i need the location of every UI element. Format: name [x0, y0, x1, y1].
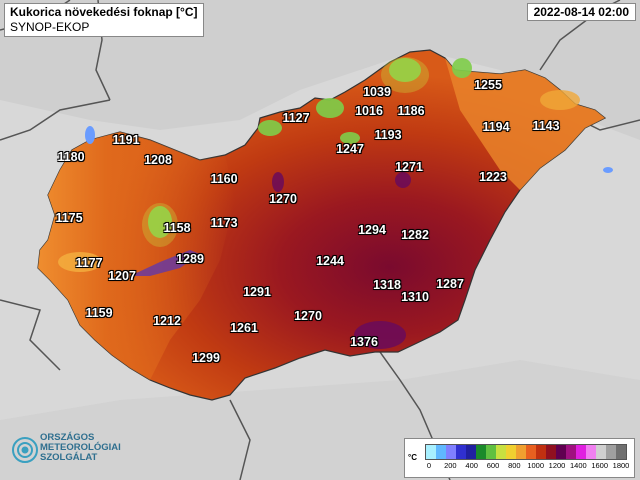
legend-swatch	[516, 445, 526, 459]
legend-tick: 600	[486, 461, 500, 470]
omsz-logo-icon	[12, 437, 38, 463]
legend-swatch	[546, 445, 556, 459]
legend-swatch	[556, 445, 566, 459]
station-value: 1143	[532, 119, 560, 133]
station-value: 1261	[230, 321, 258, 335]
legend-tick: 1800	[612, 461, 630, 470]
color-legend: °C 0 200 400 600 800 1000 1200 1400 1600 1800	[404, 438, 635, 478]
legend-swatch	[596, 445, 606, 459]
station-value: 1186	[397, 104, 425, 118]
station-value: 1207	[108, 269, 136, 283]
legend-swatch	[616, 445, 626, 459]
station-value: 1282	[401, 228, 429, 242]
station-value: 1287	[436, 277, 464, 291]
legend-ticks: 0 200 400 600 800 1000 1200 1400 1600 1800	[425, 461, 629, 473]
legend-tick: 400	[465, 461, 478, 470]
logo-line-1: ORSZÁGOS	[40, 432, 95, 443]
station-value: 1255	[474, 78, 502, 92]
legend-swatch	[476, 445, 486, 459]
station-value: 1208	[144, 153, 172, 167]
station-value: 1016	[355, 104, 383, 118]
legend-color-bar	[425, 444, 627, 460]
legend-tick: 1400	[569, 461, 587, 470]
legend-swatch	[496, 445, 506, 459]
station-value: 1159	[85, 306, 113, 320]
logo-line-3: SZOLGÁLAT	[40, 452, 98, 463]
station-value: 1291	[243, 285, 271, 299]
legend-swatch	[536, 445, 546, 459]
logo-line-2: METEOROLÓGIAI	[40, 442, 121, 453]
legend-tick: 200	[444, 461, 457, 470]
date-stamp: 2022-08-14 02:00	[526, 3, 636, 21]
station-value: 1271	[395, 160, 423, 174]
legend-swatch	[606, 445, 616, 459]
station-value: 1175	[55, 211, 83, 225]
station-value: 1270	[294, 309, 322, 323]
legend-tick: 1200	[548, 461, 566, 470]
station-value: 1173	[210, 216, 238, 230]
station-value: 1212	[153, 314, 181, 328]
station-value: 1127	[282, 111, 310, 125]
station-value: 1223	[479, 170, 507, 184]
station-value: 1247	[336, 142, 364, 156]
station-value: 1039	[363, 85, 391, 99]
station-value: 1289	[176, 252, 204, 266]
legend-swatch	[436, 445, 446, 459]
station-value: 1299	[192, 351, 220, 365]
legend-swatch	[426, 445, 436, 459]
legend-swatch	[446, 445, 456, 459]
legend-tick: 800	[508, 461, 521, 470]
station-value: 1194	[482, 120, 510, 134]
station-value: 1160	[210, 172, 238, 186]
legend-swatch	[576, 445, 586, 459]
legend-swatch	[506, 445, 516, 459]
legend-swatch	[456, 445, 466, 459]
station-value: 1244	[316, 254, 344, 268]
station-value: 1376	[350, 335, 378, 349]
station-value: 1158	[163, 221, 191, 235]
station-value: 1294	[358, 223, 386, 237]
station-value: 1270	[269, 192, 297, 206]
station-value: 1318	[373, 278, 401, 292]
station-value: 1180	[57, 150, 85, 164]
map-title: Kukorica növekedési foknap [°C]	[10, 5, 198, 19]
legend-swatch	[566, 445, 576, 459]
station-value: 1310	[401, 290, 429, 304]
legend-tick: 1600	[591, 461, 608, 470]
station-value: 1193	[374, 128, 402, 142]
legend-unit: °C	[408, 453, 417, 462]
logo-text: ORSZÁGOS METEOROLÓGIAI SZOLGÁLAT	[40, 433, 121, 463]
legend-swatch	[586, 445, 596, 459]
title-box: Kukorica növekedési foknap [°C] SYNOP-EK…	[4, 3, 204, 37]
station-value: 1177	[75, 256, 103, 270]
legend-swatch	[526, 445, 536, 459]
legend-tick: 0	[426, 461, 432, 470]
station-value: 1191	[112, 133, 140, 147]
legend-swatch	[466, 445, 476, 459]
legend-tick: 1000	[527, 461, 544, 470]
legend-swatch	[486, 445, 496, 459]
map-subtitle: SYNOP-EKOP	[10, 20, 90, 34]
